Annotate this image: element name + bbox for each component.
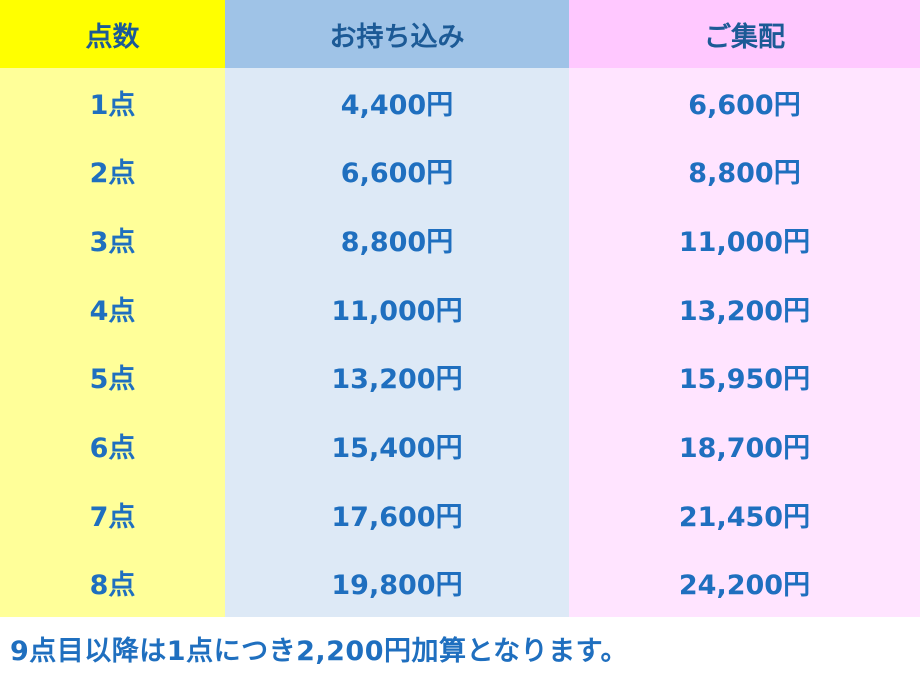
cell-count: 2点 xyxy=(0,136,225,206)
table-row: 2点 6,600円 8,800円 xyxy=(0,136,920,206)
cell-carry-in-price: 11,000円 xyxy=(225,273,569,343)
additional-item-note: 9点目以降は1点につき2,200円加算となります。 xyxy=(10,636,628,667)
cell-count: 3点 xyxy=(0,205,225,274)
cell-carry-in-price: 6,600円 xyxy=(225,136,569,206)
cell-pickup-price: 13,200円 xyxy=(569,273,920,343)
cell-pickup-price: 11,000円 xyxy=(569,205,920,274)
cell-pickup-price: 15,950円 xyxy=(569,342,920,412)
cell-count: 8点 xyxy=(0,548,225,617)
table-row: 5点 13,200円 15,950円 xyxy=(0,342,920,412)
cell-pickup-price: 24,200円 xyxy=(569,548,920,617)
table-row: 8点 19,800円 24,200円 xyxy=(0,548,920,617)
price-table: 点数 お持ち込み ご集配 1点 4,400円 6,600円 2点 6,600円 … xyxy=(0,0,920,617)
cell-carry-in-price: 8,800円 xyxy=(225,205,569,274)
cell-count: 7点 xyxy=(0,479,225,549)
cell-count: 4点 xyxy=(0,273,225,343)
cell-pickup-price: 6,600円 xyxy=(569,68,920,137)
table-body: 1点 4,400円 6,600円 2点 6,600円 8,800円 3点 8,8… xyxy=(0,68,920,617)
header-count: 点数 xyxy=(0,0,225,68)
header-carry-in: お持ち込み xyxy=(225,0,569,68)
table-row: 1点 4,400円 6,600円 xyxy=(0,68,920,137)
cell-pickup-price: 18,700円 xyxy=(569,411,920,480)
header-row: 点数 お持ち込み ご集配 xyxy=(0,0,920,68)
cell-carry-in-price: 19,800円 xyxy=(225,548,569,617)
cell-carry-in-price: 4,400円 xyxy=(225,68,569,137)
header-pickup: ご集配 xyxy=(569,0,920,68)
cell-count: 1点 xyxy=(0,68,225,137)
cell-count: 5点 xyxy=(0,342,225,412)
table-row: 4点 11,000円 13,200円 xyxy=(0,273,920,343)
cell-carry-in-price: 13,200円 xyxy=(225,342,569,412)
cell-pickup-price: 8,800円 xyxy=(569,136,920,206)
table-row: 6点 15,400円 18,700円 xyxy=(0,411,920,480)
cell-count: 6点 xyxy=(0,411,225,480)
cell-pickup-price: 21,450円 xyxy=(569,479,920,549)
table-row: 7点 17,600円 21,450円 xyxy=(0,479,920,549)
table-header: 点数 お持ち込み ご集配 xyxy=(0,0,920,68)
cell-carry-in-price: 17,600円 xyxy=(225,479,569,549)
table-row: 3点 8,800円 11,000円 xyxy=(0,205,920,274)
cell-carry-in-price: 15,400円 xyxy=(225,411,569,480)
